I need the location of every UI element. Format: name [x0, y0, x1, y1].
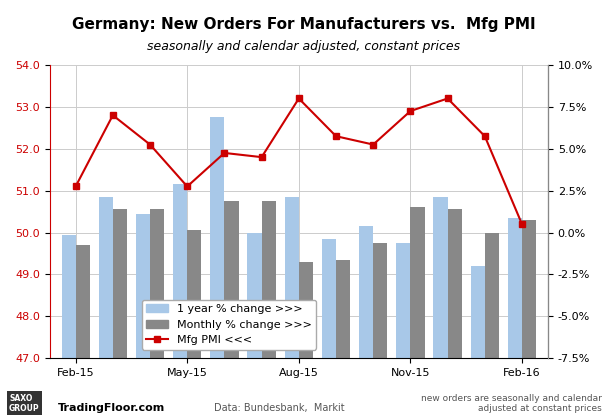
- Bar: [396, 243, 410, 418]
- Bar: [98, 197, 113, 418]
- Bar: [336, 260, 350, 418]
- Legend: 1 year % change >>>, Monthly % change >>>, Mfg PMI <<<: 1 year % change >>>, Monthly % change >>…: [142, 300, 317, 350]
- Text: Germany: New Orders For Manufacturers vs.  Mfg PMI: Germany: New Orders For Manufacturers vs…: [72, 17, 536, 32]
- Bar: [359, 226, 373, 418]
- Bar: [522, 220, 536, 418]
- Bar: [471, 266, 485, 418]
- Bar: [210, 117, 224, 418]
- Bar: [187, 230, 201, 418]
- Bar: [247, 232, 261, 418]
- Text: Data: Bundesbank,  Markit: Data: Bundesbank, Markit: [215, 403, 345, 413]
- Bar: [173, 184, 187, 418]
- Bar: [508, 218, 522, 418]
- Bar: [261, 201, 276, 418]
- Bar: [373, 243, 387, 418]
- Bar: [322, 239, 336, 418]
- Bar: [150, 209, 164, 418]
- Bar: [136, 214, 150, 418]
- Bar: [75, 245, 90, 418]
- Bar: [61, 234, 75, 418]
- Bar: [285, 197, 299, 418]
- Bar: [434, 197, 447, 418]
- Text: seasonally and calendar adjusted, constant prices: seasonally and calendar adjusted, consta…: [147, 40, 461, 53]
- Text: SAXO
GROUP: SAXO GROUP: [9, 394, 40, 413]
- Text: new orders are seasonally and calendar
adjusted at constant prices: new orders are seasonally and calendar a…: [421, 394, 602, 413]
- Bar: [299, 262, 313, 418]
- Bar: [224, 201, 238, 418]
- Text: TradingFloor.com: TradingFloor.com: [58, 403, 165, 413]
- Bar: [113, 209, 127, 418]
- Bar: [485, 232, 499, 418]
- Bar: [410, 207, 424, 418]
- Bar: [447, 209, 461, 418]
